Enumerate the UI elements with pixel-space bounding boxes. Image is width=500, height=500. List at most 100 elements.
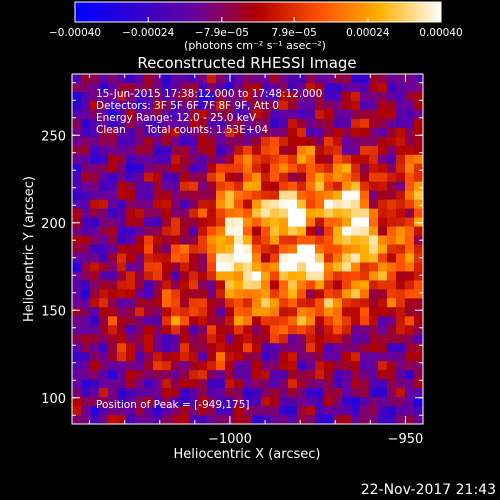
heatmap-cell: [360, 235, 370, 246]
heatmap-cell: [315, 370, 325, 380]
heatmap-cell: [387, 298, 397, 308]
heatmap-cell: [90, 190, 100, 201]
heatmap-cell: [108, 181, 118, 192]
x-tick-label: −1000: [208, 432, 252, 447]
heatmap-cell: [378, 262, 388, 273]
heatmap-cell: [342, 253, 352, 264]
heatmap-cell: [315, 280, 325, 290]
heatmap-cell: [351, 379, 361, 389]
heatmap-cell: [135, 298, 145, 308]
heatmap-cell: [351, 190, 361, 201]
heatmap-cell: [180, 361, 190, 371]
heatmap-cell: [171, 298, 181, 308]
heatmap-cell: [189, 289, 199, 299]
heatmap-cell: [315, 262, 325, 273]
heatmap-cell: [216, 415, 226, 424]
heatmap-cell: [396, 181, 406, 192]
heatmap-cell: [180, 226, 190, 237]
heatmap-cell: [225, 172, 235, 183]
heatmap-cell: [108, 361, 118, 371]
heatmap-cell: [279, 280, 289, 290]
heatmap-cell: [252, 163, 262, 174]
heatmap-cell: [378, 217, 388, 228]
heatmap-cell: [108, 262, 118, 273]
heatmap-cell: [333, 370, 343, 380]
heatmap-cell: [369, 307, 379, 317]
heatmap-cell: [117, 280, 127, 290]
heatmap-cell: [369, 145, 379, 156]
heatmap-cell: [261, 307, 271, 317]
heatmap-cell: [99, 127, 109, 138]
heatmap-cell: [234, 361, 244, 371]
heatmap-cell: [351, 244, 361, 255]
heatmap-cell: [180, 307, 190, 317]
heatmap-cell: [81, 271, 91, 282]
heatmap-cell: [261, 298, 271, 308]
heatmap-cell: [108, 226, 118, 237]
image-info: 15-Jun-2015 17:38:12.000 to 17:48:12.000…: [96, 88, 322, 136]
heatmap-cell: [243, 388, 253, 398]
heatmap-cell: [378, 406, 388, 416]
heatmap-cell: [333, 127, 343, 138]
heatmap-cell: [315, 415, 325, 424]
heatmap-cell: [180, 100, 190, 111]
heatmap-cell: [279, 370, 289, 380]
heatmap-cell: [171, 379, 181, 389]
heatmap-cell: [153, 199, 163, 210]
heatmap-cell: [162, 172, 172, 183]
heatmap-cell: [198, 244, 208, 255]
heatmap-cell: [297, 316, 307, 326]
heatmap-cell: [198, 325, 208, 335]
heatmap-cell: [99, 82, 109, 93]
heatmap-cell: [189, 388, 199, 398]
heatmap-cell: [342, 415, 352, 424]
heatmap-cell: [207, 298, 217, 308]
heatmap-cell: [261, 100, 271, 111]
heatmap-cell: [117, 136, 127, 147]
heatmap-cell: [117, 253, 127, 264]
heatmap-cell: [351, 289, 361, 299]
heatmap-cell: [396, 289, 406, 299]
heatmap-cell: [396, 235, 406, 246]
heatmap-cell: [153, 145, 163, 156]
heatmap-cell: [288, 334, 298, 344]
heatmap-cell: [252, 253, 262, 264]
heatmap-cell: [270, 352, 280, 362]
heatmap-cell: [414, 307, 423, 317]
heatmap-cell: [225, 145, 235, 156]
heatmap-cell: [153, 217, 163, 228]
heatmap-cell: [81, 361, 91, 371]
heatmap-cell: [288, 91, 298, 102]
heatmap-cell: [171, 226, 181, 237]
heatmap-cell: [225, 109, 235, 120]
heatmap-cell: [99, 100, 109, 111]
heatmap-cell: [153, 361, 163, 371]
heatmap-cell: [180, 280, 190, 290]
heatmap-cell: [135, 145, 145, 156]
heatmap-cell: [378, 226, 388, 237]
heatmap-cell: [405, 244, 415, 255]
heatmap-cell: [189, 82, 199, 93]
heatmap-cell: [369, 397, 379, 407]
heatmap-cell: [315, 91, 325, 102]
heatmap-cell: [342, 388, 352, 398]
heatmap-cell: [108, 172, 118, 183]
heatmap-cell: [207, 127, 217, 138]
heatmap-cell: [171, 163, 181, 174]
heatmap-cell: [72, 181, 82, 192]
heatmap-cell: [297, 334, 307, 344]
heatmap-cell: [279, 289, 289, 299]
heatmap-cell: [153, 298, 163, 308]
heatmap-cell: [360, 388, 370, 398]
heatmap-cell: [342, 343, 352, 353]
heatmap-cell: [108, 163, 118, 174]
heatmap-cell: [162, 217, 172, 228]
heatmap-cell: [405, 253, 415, 264]
heatmap-cell: [126, 190, 136, 201]
heatmap-cell: [99, 307, 109, 317]
heatmap-cell: [234, 127, 244, 138]
heatmap-cell: [135, 190, 145, 201]
heatmap-cell: [135, 127, 145, 138]
